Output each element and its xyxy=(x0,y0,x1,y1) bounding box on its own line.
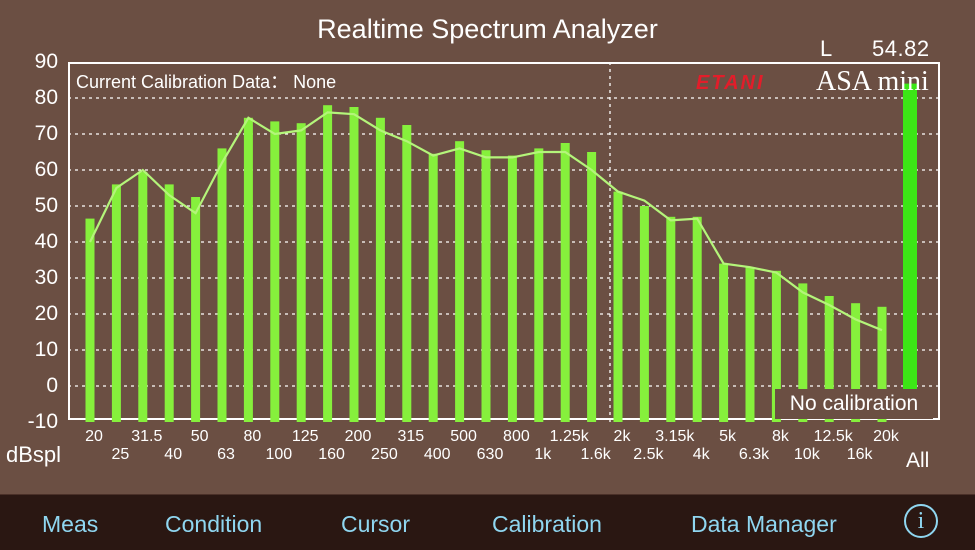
x-tick-label: 4k xyxy=(692,446,710,463)
x-tick-label: 63 xyxy=(217,446,235,463)
calibration-data-label: Current Calibration Data： None xyxy=(76,72,337,92)
x-tick-label: 125 xyxy=(291,428,319,445)
x-tick-label: 630 xyxy=(476,446,504,463)
spectrum-bar xyxy=(771,270,781,422)
spectrum-bar xyxy=(481,150,491,422)
x-tick-label: 40 xyxy=(164,446,183,463)
y-tick-label: 60 xyxy=(34,158,58,181)
calibration-status-badge: No calibration xyxy=(775,389,933,419)
condition-button[interactable]: Condition xyxy=(165,511,263,537)
y-tick-label: 20 xyxy=(34,302,58,325)
x-tick-label: 500 xyxy=(450,428,477,445)
spectrum-bar xyxy=(507,155,517,422)
plot-area[interactable] xyxy=(68,62,940,420)
x-tick-label: 1k xyxy=(534,446,552,463)
bottom-toolbar: Meas Condition Cursor Calibration Data M… xyxy=(0,494,975,550)
x-tick-label: 25 xyxy=(111,446,130,463)
info-icon[interactable]: i xyxy=(904,504,938,538)
spectrum-bar xyxy=(296,123,306,422)
y-tick-label: 50 xyxy=(34,194,58,217)
spectrum-bar xyxy=(164,184,174,422)
x-tick-label: 10k xyxy=(793,446,820,463)
y-tick-label: 70 xyxy=(34,122,58,145)
x-tick-label: 250 xyxy=(371,446,398,463)
x-tick-label: 16k xyxy=(846,446,873,463)
spectrum-bar xyxy=(428,153,438,423)
spectrum-chart[interactable] xyxy=(0,0,975,494)
x-tick-label: 315 xyxy=(397,428,425,445)
x-tick-label: 200 xyxy=(344,428,372,445)
x-tick-label: 160 xyxy=(318,446,345,463)
x-tick-label: 3.15k xyxy=(655,428,695,445)
spectrum-bar xyxy=(191,197,201,422)
x-tick-label: 20 xyxy=(85,428,103,445)
x-tick-label: 2k xyxy=(613,428,631,445)
x-tick-label: 1.6k xyxy=(580,446,611,463)
x-tick-label: 50 xyxy=(190,428,209,445)
x-tick-label: 8k xyxy=(771,428,789,445)
spectrum-bar xyxy=(323,105,333,422)
app-title: Realtime Spectrum Analyzer xyxy=(317,14,658,44)
y-tick-label: 0 xyxy=(46,374,58,397)
data-manager-button[interactable]: Data Manager xyxy=(691,511,837,537)
spectrum-bar xyxy=(877,306,887,422)
x-tick-label: 80 xyxy=(243,428,262,445)
spectrum-bar xyxy=(851,303,861,422)
y-tick-label: 30 xyxy=(34,266,58,289)
spectrum-bar xyxy=(587,152,597,422)
spectrum-bar xyxy=(560,143,570,422)
y-tick-label: -10 xyxy=(27,410,58,433)
x-tick-label: 12.5k xyxy=(813,428,853,445)
spectrum-bar xyxy=(375,117,385,423)
all-bar xyxy=(903,83,917,404)
spectrum-bar xyxy=(138,171,148,422)
x-tick-label: 400 xyxy=(423,446,451,463)
spectrum-bar xyxy=(111,184,121,422)
x-tick-label: 20k xyxy=(873,428,899,445)
x-tick-label: 31.5 xyxy=(131,428,163,445)
spectrum-bar xyxy=(243,117,253,423)
spectrum-bar xyxy=(613,191,623,422)
y-axis-unit: dBspl xyxy=(6,442,62,467)
x-tick-label: 6.3k xyxy=(738,446,770,463)
spectrum-bar xyxy=(719,263,729,422)
spectrum-bar xyxy=(824,296,834,422)
spectrum-bar xyxy=(798,283,808,422)
spectrum-bar xyxy=(402,125,412,422)
y-tick-label: 40 xyxy=(34,230,58,253)
meas-button[interactable]: Meas xyxy=(42,511,99,537)
y-tick-label: 80 xyxy=(34,86,58,109)
overall-level-readout: 54.82 xyxy=(872,36,930,61)
spectrum-bar xyxy=(217,148,227,422)
calibration-button[interactable]: Calibration xyxy=(492,511,602,537)
spectrum-bar xyxy=(270,121,280,423)
spectrum-bar xyxy=(639,206,649,422)
all-bar-label: All xyxy=(906,449,930,472)
spectrum-line xyxy=(89,111,883,332)
channel-label: L xyxy=(820,36,833,61)
spectrum-bar xyxy=(349,107,359,422)
etani-logo: ETANI xyxy=(696,72,765,94)
spectrum-bar xyxy=(666,216,676,422)
spectrum-bar xyxy=(692,216,702,422)
y-tick-label: 90 xyxy=(34,50,58,73)
spectrum-bar xyxy=(745,267,755,422)
spectrum-bar xyxy=(85,218,95,422)
spectrum-bar xyxy=(455,141,465,422)
x-tick-label: 2.5k xyxy=(633,446,664,463)
x-tick-label: 800 xyxy=(503,428,530,445)
model-name: ASA mini xyxy=(816,66,929,97)
x-tick-label: 100 xyxy=(265,446,293,463)
y-tick-label: 10 xyxy=(34,338,58,361)
cursor-button[interactable]: Cursor xyxy=(341,511,411,537)
x-tick-label: 5k xyxy=(719,428,737,445)
spectrum-bar xyxy=(534,148,544,422)
x-tick-label: 1.25k xyxy=(549,428,589,445)
